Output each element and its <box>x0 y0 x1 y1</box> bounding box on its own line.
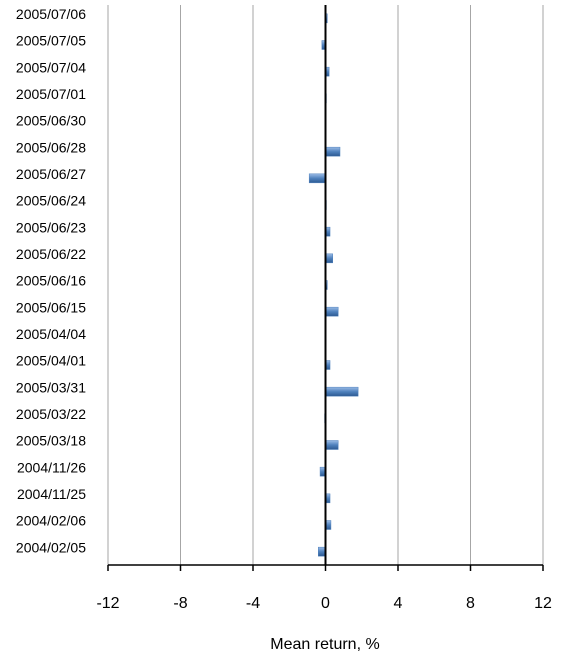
bar <box>325 146 341 157</box>
y-tick-label: 2005/07/06 <box>16 6 86 22</box>
bar <box>325 440 339 450</box>
y-tick-label: 2005/03/31 <box>16 379 86 395</box>
bar <box>325 306 339 317</box>
x-axis-title: Mean return, % <box>270 636 379 653</box>
x-tick-label: 4 <box>394 595 403 612</box>
x-tick-label: 0 <box>321 595 330 612</box>
y-tick-label: 2005/07/05 <box>16 33 86 49</box>
y-tick-label: 2004/02/06 <box>16 513 86 529</box>
y-tick-label: 2005/04/04 <box>16 326 86 342</box>
y-tick-label: 2005/06/27 <box>16 166 86 182</box>
y-tick-label: 2005/06/15 <box>16 299 86 315</box>
y-tick-label: 2005/03/22 <box>16 406 86 422</box>
y-tick-label: 2004/02/05 <box>16 539 86 555</box>
bar <box>318 546 326 557</box>
y-tick-label: 2005/06/23 <box>16 219 86 235</box>
x-tick-label: -4 <box>246 595 260 612</box>
y-tick-label: 2005/06/30 <box>16 113 86 129</box>
y-tick-label: 2005/06/24 <box>16 193 86 209</box>
y-tick-label: 2005/06/22 <box>16 246 86 262</box>
y-tick-label: 2005/07/04 <box>16 59 86 75</box>
x-tick-label: 8 <box>466 595 475 612</box>
x-tick-label: 12 <box>534 595 552 612</box>
x-tick-label: -12 <box>96 595 119 612</box>
y-tick-label: 2005/06/28 <box>16 139 86 155</box>
bar <box>325 253 333 264</box>
y-tick-label: 2004/11/26 <box>17 459 86 475</box>
y-tick-label: 2005/03/18 <box>16 433 86 449</box>
y-tick-label: 2005/06/16 <box>16 273 86 289</box>
y-tick-label: 2005/04/01 <box>16 353 86 369</box>
x-tick-label: -8 <box>173 595 187 612</box>
y-tick-label: 2004/11/25 <box>17 486 86 502</box>
bar <box>325 386 359 397</box>
y-tick-label: 2005/07/01 <box>16 86 86 102</box>
bar <box>308 173 326 184</box>
